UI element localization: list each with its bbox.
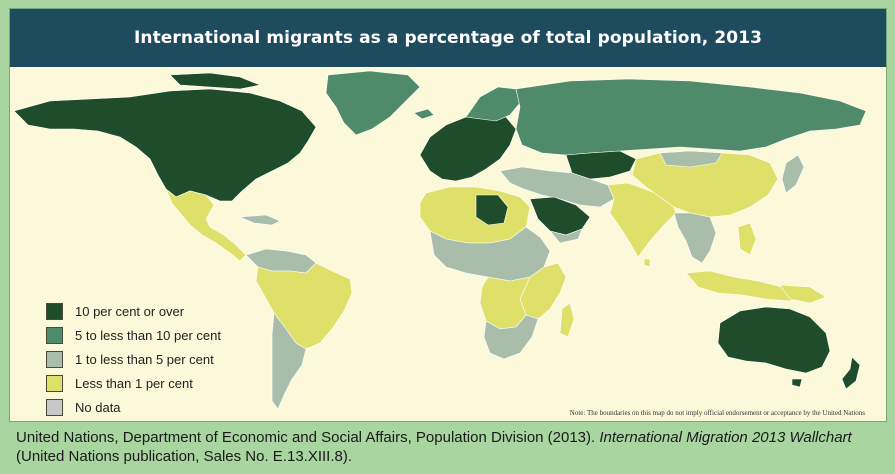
legend-label: 10 per cent or over <box>75 303 185 319</box>
region-tasmania <box>791 378 803 388</box>
legend-item-no-data: No data <box>46 395 221 419</box>
boundary-note: Note: The boundaries on this map do not … <box>569 409 865 417</box>
source-caption: United Nations, Department of Economic a… <box>16 428 876 466</box>
region-caribbean <box>239 214 281 226</box>
legend-swatch <box>46 302 63 320</box>
region-russia <box>515 78 867 156</box>
region-southeast-asia <box>673 212 717 264</box>
region-south-america <box>255 262 353 350</box>
legend-swatch <box>46 398 63 416</box>
legend-item-one-to-five: 1 to less than 5 per cent <box>46 347 221 371</box>
region-new-zealand <box>841 356 861 390</box>
map-title: International migrants as a percentage o… <box>133 28 763 48</box>
region-north-america <box>13 88 317 202</box>
region-yemen <box>549 228 583 244</box>
region-south-asia <box>607 182 677 258</box>
region-arctic-islands <box>169 72 262 90</box>
legend-label: 1 to less than 5 per cent <box>75 351 214 367</box>
legend-label: No data <box>75 399 121 415</box>
region-australia <box>717 306 831 374</box>
region-central-africa <box>429 226 551 282</box>
region-south-america-north <box>245 248 317 274</box>
region-iceland <box>413 108 435 120</box>
legend-swatch <box>46 326 63 344</box>
region-papua <box>779 284 827 304</box>
region-mexico-central-america <box>165 188 247 262</box>
legend: 10 per cent or over 5 to less than 10 pe… <box>46 299 221 419</box>
region-mongolia <box>659 150 723 168</box>
legend-item-less-than-one: Less than 1 per cent <box>46 371 221 395</box>
region-madagascar <box>559 302 575 338</box>
region-sri-lanka <box>643 258 651 268</box>
region-middle-east <box>499 166 615 208</box>
caption-publication-title: International Migration 2013 Wallchart <box>599 429 852 446</box>
legend-item-ten-plus: 10 per cent or over <box>46 299 221 323</box>
legend-label: 5 to less than 10 per cent <box>75 327 221 343</box>
world-map <box>10 67 886 421</box>
region-greenland <box>325 70 421 136</box>
region-southern-africa <box>483 314 539 360</box>
world-map-svg <box>13 70 867 410</box>
legend-swatch <box>46 374 63 392</box>
map-frame: International migrants as a percentage o… <box>9 8 887 422</box>
legend-swatch <box>46 350 63 368</box>
caption-text: United Nations, Department of Economic a… <box>16 429 600 446</box>
title-bar: International migrants as a percentage o… <box>10 9 886 67</box>
region-southern-cone <box>271 312 307 410</box>
caption-text-end: (United Nations publication, Sales No. E… <box>16 448 353 465</box>
legend-item-five-to-ten: 5 to less than 10 per cent <box>46 323 221 347</box>
region-philippines <box>737 222 757 256</box>
region-scandinavia <box>465 86 521 122</box>
region-europe <box>419 112 517 182</box>
region-libya <box>475 194 509 226</box>
region-japan <box>781 154 805 194</box>
legend-label: Less than 1 per cent <box>75 375 193 391</box>
